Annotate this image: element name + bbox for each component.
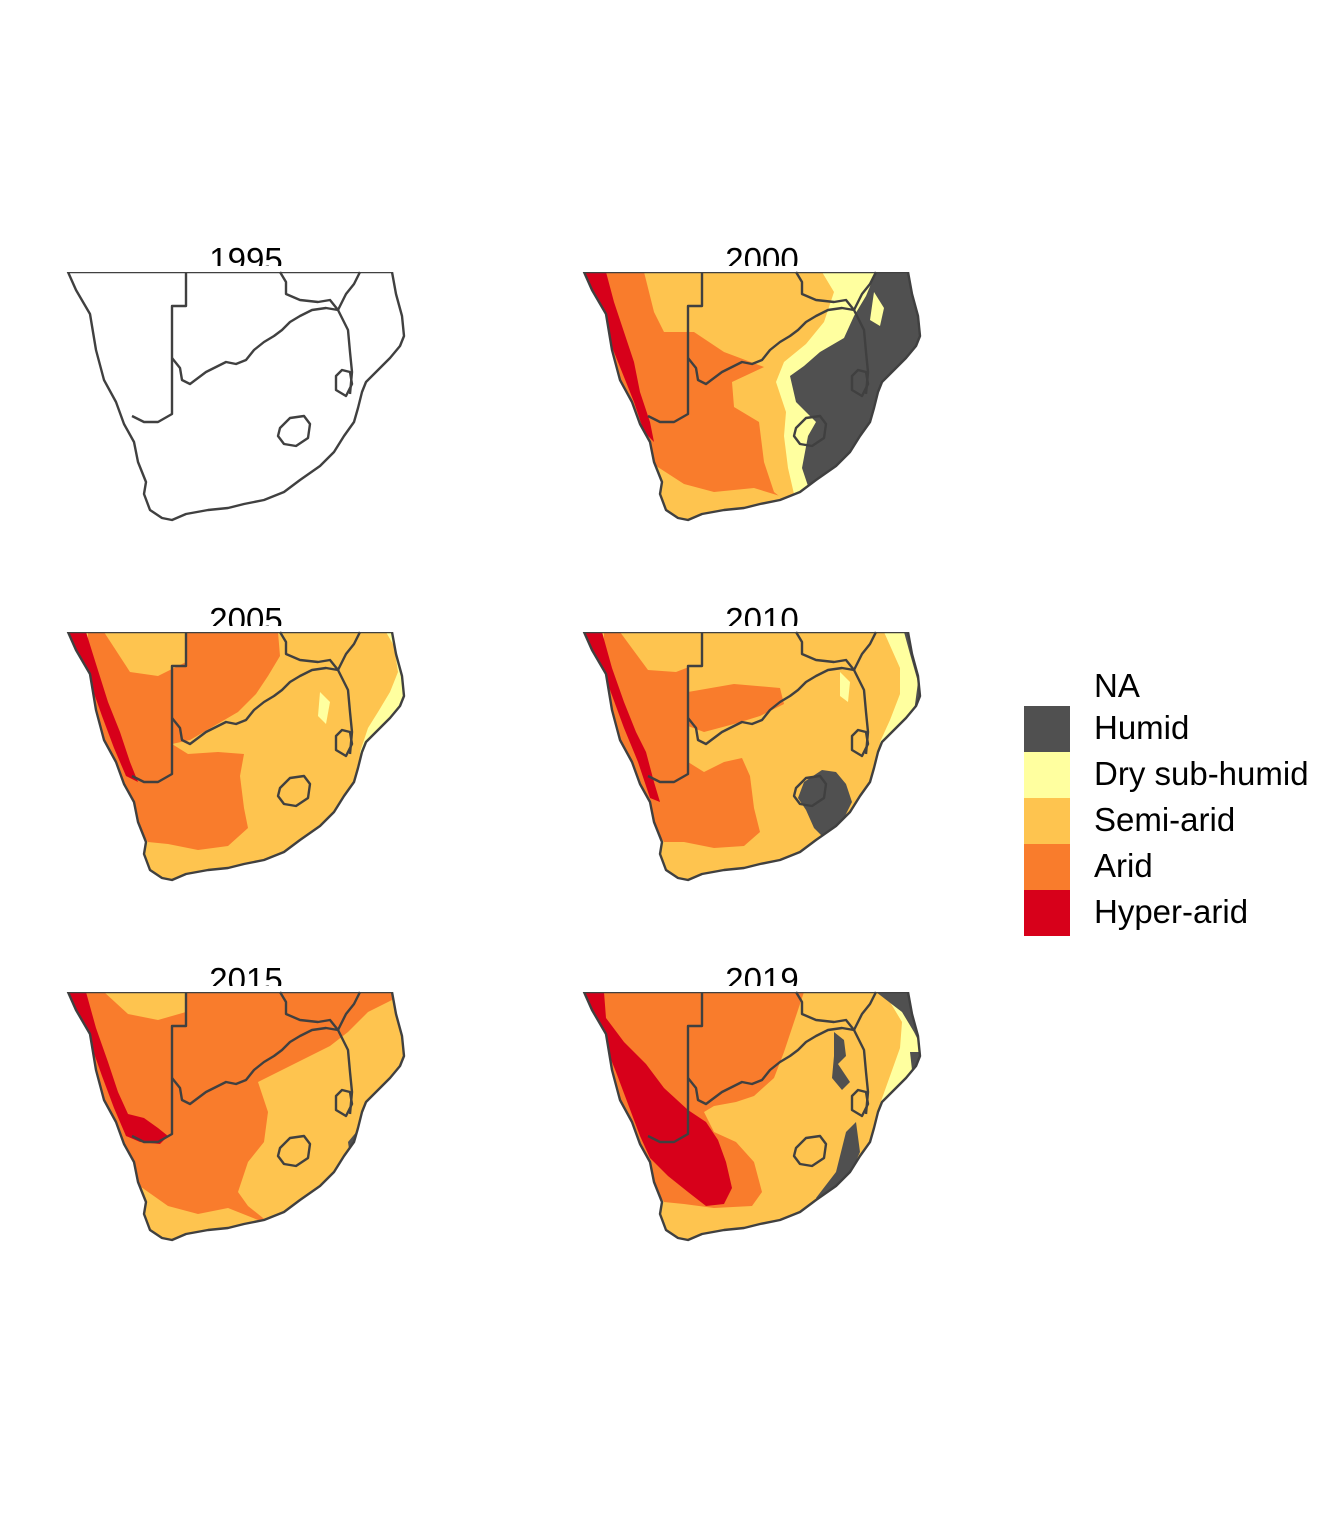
country-border bbox=[131, 632, 188, 784]
legend-label: NA bbox=[1094, 667, 1140, 704]
coastline-outline bbox=[66, 990, 406, 1242]
country-border bbox=[647, 632, 704, 784]
country-border bbox=[794, 991, 855, 1031]
zone-hyper-arid bbox=[584, 632, 660, 802]
crop-edge bbox=[582, 986, 926, 992]
country-border bbox=[276, 774, 312, 808]
zone-semi-arid bbox=[278, 632, 334, 668]
legend-key-humid bbox=[1024, 706, 1070, 752]
zone-arid bbox=[688, 684, 784, 732]
country-border bbox=[647, 272, 704, 424]
zone-hyper-arid bbox=[584, 992, 732, 1206]
country-border bbox=[334, 368, 354, 398]
legend-key-na bbox=[1024, 664, 1070, 710]
country-border bbox=[792, 1134, 828, 1168]
country-border bbox=[334, 728, 354, 758]
country-border bbox=[792, 774, 828, 808]
country-border bbox=[336, 631, 362, 671]
country-border bbox=[852, 631, 878, 671]
coastline-outline bbox=[582, 990, 922, 1242]
zone-semi-arid bbox=[620, 632, 702, 672]
legend-item-dry-sub-humid: Dry sub-humid bbox=[1024, 752, 1344, 798]
country-border bbox=[850, 728, 870, 758]
legend-key-semi-arid bbox=[1024, 798, 1070, 844]
legend-label: Dry sub-humid bbox=[1094, 755, 1309, 792]
legend-item-semi-arid: Semi-arid bbox=[1024, 798, 1344, 844]
legend-item-na: NA bbox=[1024, 664, 1344, 710]
country-border bbox=[278, 631, 339, 671]
country-border bbox=[687, 306, 855, 386]
coastline-outline bbox=[66, 270, 406, 522]
country-border bbox=[794, 631, 855, 671]
zone-dry-sub-humid bbox=[870, 292, 884, 326]
country-border bbox=[276, 1134, 312, 1168]
country-border bbox=[792, 414, 828, 448]
country-border bbox=[852, 271, 878, 311]
crop-edge bbox=[66, 266, 410, 272]
coastline-outline bbox=[582, 270, 922, 522]
legend-key-arid bbox=[1024, 844, 1070, 890]
country-border bbox=[336, 271, 362, 311]
map-panel-2000 bbox=[582, 266, 926, 522]
country-border bbox=[278, 991, 339, 1031]
zone-dry-sub-humid bbox=[840, 672, 850, 702]
country-border bbox=[171, 306, 339, 386]
country-border bbox=[131, 272, 188, 424]
legend-label: Hyper-arid bbox=[1094, 893, 1249, 930]
country-border bbox=[647, 992, 704, 1144]
legend-item-humid: Humid bbox=[1024, 706, 1344, 752]
country-border bbox=[850, 1088, 870, 1118]
map-panel-2019 bbox=[582, 986, 926, 1242]
country-border bbox=[794, 271, 855, 311]
legend-label: Arid bbox=[1094, 847, 1153, 884]
country-border bbox=[852, 991, 878, 1031]
zone-semi-arid bbox=[104, 992, 186, 1020]
country-border bbox=[131, 992, 188, 1144]
legend-key-hyper-arid bbox=[1024, 890, 1070, 936]
aridity-zones-2010 bbox=[584, 632, 920, 880]
zone-arid bbox=[650, 1022, 668, 1034]
map-panel-2010 bbox=[582, 626, 926, 882]
country-border bbox=[687, 666, 855, 746]
zone-semi-arid bbox=[104, 632, 186, 676]
map-panel-2005 bbox=[66, 626, 410, 882]
country-border bbox=[336, 991, 362, 1031]
country-border bbox=[171, 1026, 339, 1106]
country-border bbox=[171, 666, 339, 746]
zone-humid bbox=[832, 1032, 850, 1090]
zone-humid bbox=[816, 1122, 860, 1208]
zone-humid bbox=[798, 770, 852, 838]
legend-item-arid: Arid bbox=[1024, 844, 1344, 890]
country-border bbox=[278, 271, 339, 311]
legend-key-dry-sub-humid bbox=[1024, 752, 1070, 798]
legend-item-hyper-arid: Hyper-arid bbox=[1024, 890, 1344, 936]
country-border bbox=[850, 368, 870, 398]
zone-arid bbox=[116, 666, 178, 702]
crop-edge bbox=[66, 626, 410, 632]
map-panel-2015 bbox=[66, 986, 410, 1242]
aridity-zones-2019 bbox=[584, 992, 920, 1240]
country-border bbox=[336, 309, 354, 395]
legend-label: Semi-arid bbox=[1094, 801, 1236, 838]
coastline-outline bbox=[582, 630, 922, 882]
zone-dry-sub-humid bbox=[318, 692, 330, 724]
crop-edge bbox=[582, 626, 926, 632]
aridity-zones-2000 bbox=[584, 272, 920, 520]
country-border bbox=[687, 1026, 855, 1106]
country-border bbox=[276, 414, 312, 448]
crop-edge bbox=[66, 986, 410, 992]
coastline-outline bbox=[66, 630, 406, 882]
legend-label: Humid bbox=[1094, 709, 1190, 746]
crop-edge bbox=[582, 266, 926, 272]
map-panel-1995 bbox=[66, 266, 410, 522]
zone-hyper-arid bbox=[68, 992, 168, 1144]
aridity-zones-2015 bbox=[68, 992, 404, 1240]
aridity-zones-2005 bbox=[68, 632, 404, 880]
country-border bbox=[334, 1088, 354, 1118]
